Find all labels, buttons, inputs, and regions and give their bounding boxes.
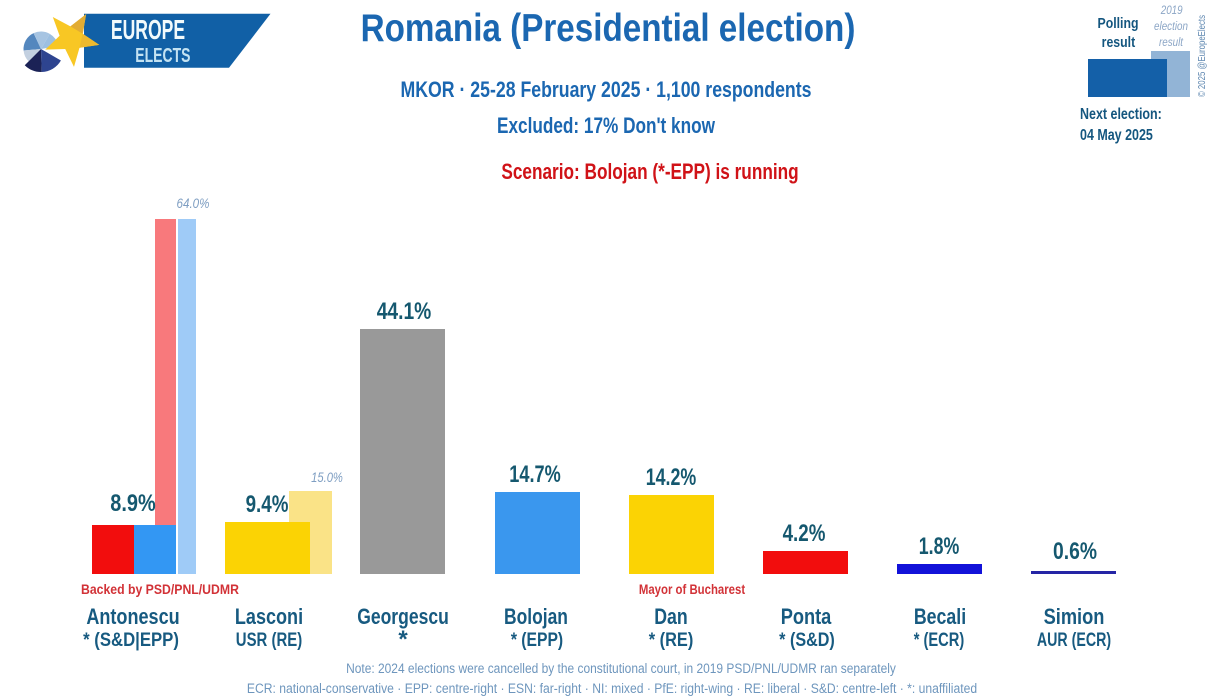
svg-text:EUROPE: EUROPE	[111, 14, 185, 45]
svg-text:ELECTS: ELECTS	[135, 44, 190, 67]
